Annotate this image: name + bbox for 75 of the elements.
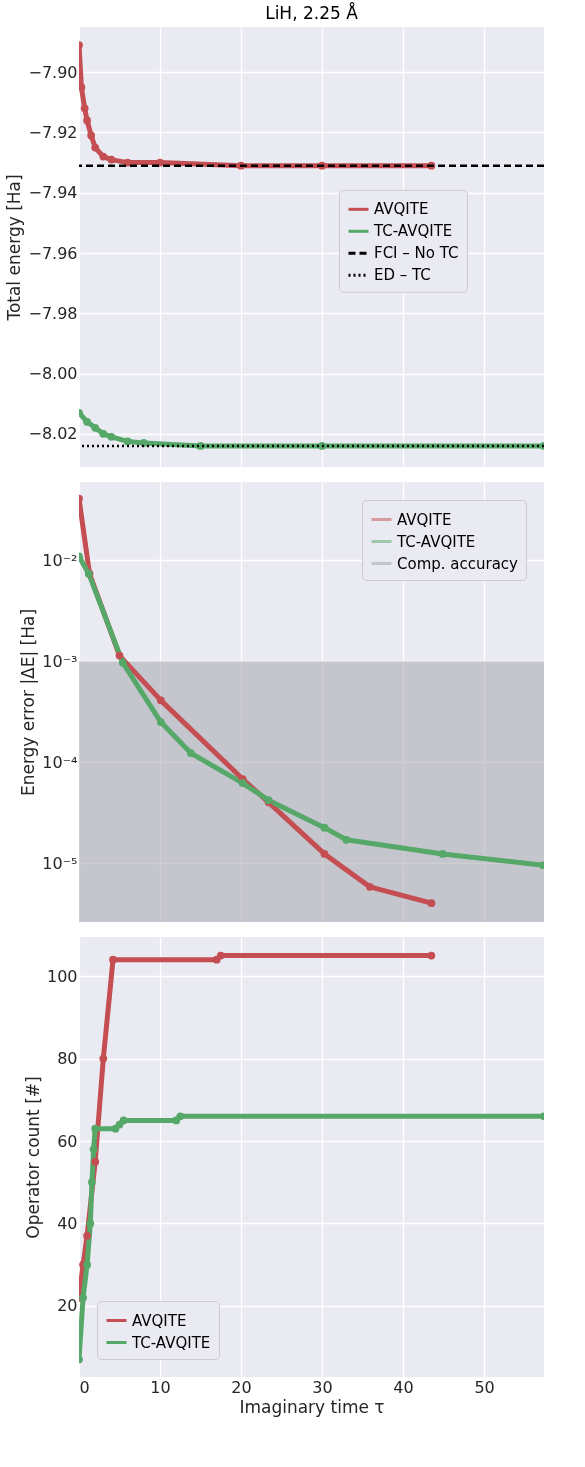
point (427, 951, 436, 960)
x-tick-label: 20 (231, 1377, 252, 1397)
y-tick-label: 20 (57, 1296, 78, 1316)
point (342, 835, 351, 844)
point (438, 850, 447, 858)
point (176, 1112, 185, 1121)
y-axis-title: Total energy [Ha] (4, 174, 25, 322)
point (83, 1260, 91, 1269)
point (320, 823, 329, 832)
point (216, 951, 225, 960)
legend-label: ED – TC (374, 266, 431, 285)
point (99, 429, 108, 438)
legend-label: TC-AVQITE (396, 532, 476, 551)
point (156, 696, 165, 705)
point (91, 1124, 100, 1133)
point (119, 1116, 128, 1125)
chart-title: LiH, 2.25 Å (265, 2, 359, 23)
legend-label: FCI – No TC (374, 244, 459, 263)
y-tick-label: −8.02 (28, 424, 78, 444)
point (139, 439, 148, 447)
point (91, 423, 100, 432)
y-tick-label: −7.90 (28, 62, 78, 82)
point (107, 433, 116, 441)
point (79, 83, 86, 92)
point (186, 749, 195, 757)
point (83, 116, 91, 125)
point (109, 955, 117, 964)
y-tick-label: −7.98 (28, 303, 78, 323)
y-tick-label: −7.92 (28, 122, 78, 142)
y-tick-label: 10⁻³ (42, 651, 78, 671)
y-tick-label: −8.00 (28, 364, 78, 384)
point (87, 131, 96, 140)
point (91, 1157, 100, 1166)
x-tick-label: 50 (474, 1377, 495, 1397)
y-tick-label: −7.96 (28, 243, 78, 263)
y-tick-label: 40 (57, 1213, 78, 1233)
y-axis-title: Operator count [#] (22, 1076, 43, 1239)
legend-label: AVQITE (397, 510, 452, 529)
x-tick-label: 30 (312, 1377, 333, 1397)
point (86, 1219, 95, 1228)
legend-label: TC-AVQITE (373, 222, 453, 241)
point (365, 883, 374, 891)
x-tick-label: 10 (150, 1377, 171, 1397)
point (83, 417, 91, 426)
point (123, 437, 132, 446)
point (238, 779, 247, 787)
point (79, 1293, 87, 1302)
point (156, 718, 165, 726)
point (107, 155, 116, 164)
point (427, 899, 436, 907)
point (80, 104, 89, 113)
legend-label: AVQITE (374, 200, 429, 219)
point (83, 1231, 91, 1240)
y-tick-label: 10⁻⁴ (42, 752, 78, 772)
x-tick-label: 40 (393, 1377, 414, 1397)
point (99, 1054, 108, 1063)
point (115, 651, 124, 660)
y-axis-title: Energy error |ΔE| [Ha] (18, 608, 39, 797)
legend-label: TC-AVQITE (131, 1333, 211, 1352)
x-tick-label: 0 (79, 1377, 90, 1397)
y-tick-label: 100 (46, 966, 78, 986)
y-tick-label: 80 (57, 1049, 78, 1069)
point (99, 152, 108, 161)
y-tick-label: 10⁻⁵ (42, 853, 78, 873)
legend-label: AVQITE (132, 1311, 187, 1330)
point (118, 658, 127, 667)
y-tick-label: 60 (57, 1131, 78, 1151)
point (88, 1178, 96, 1187)
x-axis-title: Imaginary time τ (239, 1396, 385, 1417)
y-tick-label: 10⁻² (42, 550, 78, 570)
point (320, 850, 329, 858)
point (91, 143, 100, 152)
point (89, 1145, 98, 1154)
y-tick-label: −7.94 (28, 183, 78, 203)
legend-label: Comp. accuracy (397, 554, 519, 573)
